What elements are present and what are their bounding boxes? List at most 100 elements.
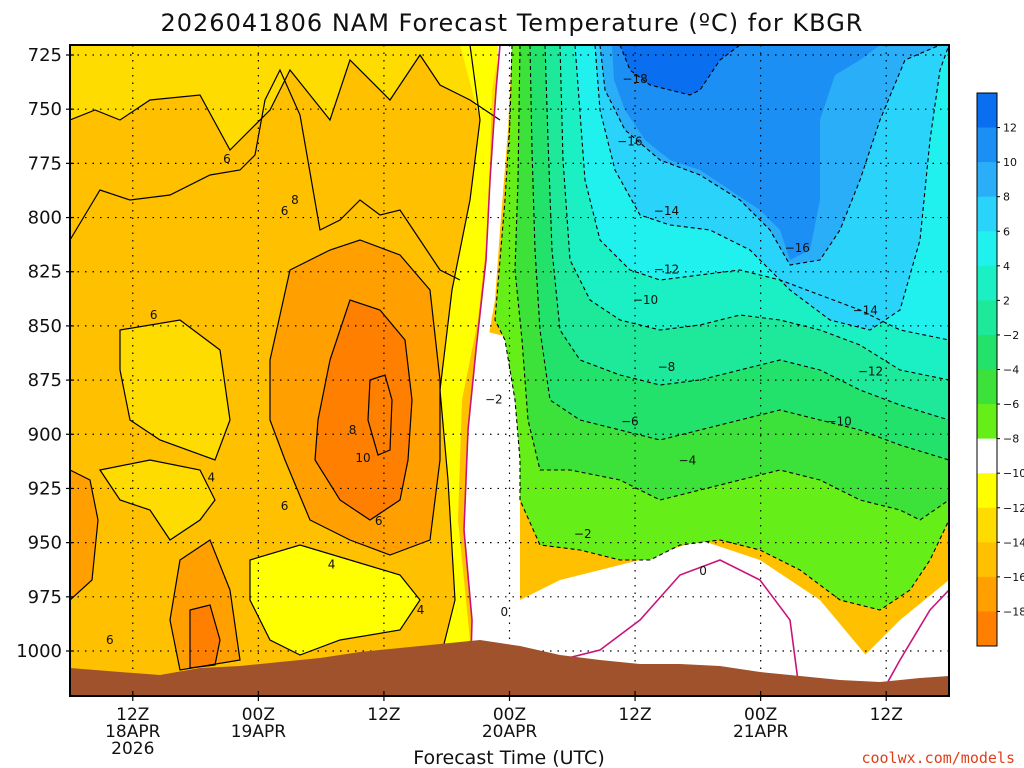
y-tick-label: 875 (28, 370, 62, 391)
colorbar-swatch (977, 611, 997, 647)
colorbar-swatch (977, 196, 997, 232)
fill-region-2-to-4 (250, 545, 420, 655)
colorbar-label: 8 (1003, 191, 1010, 204)
colorbar-label: 10 (1003, 156, 1017, 169)
contour-label: 6 (281, 204, 289, 218)
colorbar-swatch (977, 507, 997, 543)
y-tick-label: 800 (28, 208, 62, 229)
fill-region-below-minus20 (620, 45, 740, 95)
contour-line-cold (574, 45, 949, 341)
colorbar: 12 10 8 6 4 2 −2 −4 −6 −8 −10 −12 −14 −16 −18 (976, 92, 1024, 647)
contour-line-warm (119, 319, 231, 461)
x-tick-label: 12Z (367, 705, 400, 725)
x-tick-label: 00Z (744, 705, 777, 725)
fill-region-2-to-4 (120, 320, 230, 460)
y-tick-label: 900 (28, 424, 62, 445)
fill-region-near-zero (860, 580, 949, 696)
colorbar-swatch (977, 127, 997, 163)
contour-label: −14 (853, 304, 878, 318)
contour-line-cold (599, 45, 941, 266)
colorbar-swatch (977, 576, 997, 612)
colorbar-swatch (977, 438, 997, 474)
y-tick-label: 775 (28, 153, 62, 174)
contour-line-warm (367, 374, 393, 456)
colorbar-swatch (977, 231, 997, 267)
colorbar-swatch (977, 473, 997, 509)
contour-line-warm (99, 459, 216, 541)
temperature-fill-layer (70, 45, 949, 696)
fill-region-near-zero (464, 45, 512, 696)
contour-label: 4 (207, 471, 215, 485)
contour-label: −12 (654, 263, 679, 277)
contour-label: −16 (617, 135, 642, 149)
contour-label: 8 (291, 193, 299, 207)
colorbar-label: −4 (1003, 364, 1019, 377)
x-tick-label: 12Z (116, 705, 149, 725)
contour-line-cold (594, 45, 949, 331)
watermark-text: coolwx.com/models (861, 749, 1015, 767)
contour-line-warm (439, 45, 481, 661)
fill-region-2-to-4 (100, 460, 215, 540)
x-tick-label: 20APR (482, 722, 538, 742)
colorbar-swatch (977, 369, 997, 405)
y-tick-label: 1000 (16, 641, 62, 662)
colorbar-swatch (977, 93, 997, 129)
contour-label: 10 (355, 451, 370, 465)
contour-label: 4 (328, 557, 336, 571)
fill-region-8-to-10 (315, 300, 412, 520)
contour-label: 6 (375, 514, 383, 528)
y-tick-label: 950 (28, 533, 62, 554)
y-tick-label: 750 (28, 99, 62, 120)
contour-line-warm (249, 544, 421, 656)
colorbar-label: −18 (1003, 605, 1024, 618)
colorbar-swatch (977, 542, 997, 578)
colorbar-label: −14 (1003, 536, 1024, 549)
contour-label: 6 (223, 152, 231, 166)
x-tick-label: 18APR (105, 722, 161, 742)
x-tick-label: 00Z (493, 705, 526, 725)
contour-label: −6 (621, 414, 639, 428)
y-tick-label: 725 (28, 45, 62, 66)
colorbar-swatch (977, 162, 997, 198)
contour-line-warm (70, 53, 501, 151)
colorbar-label: 12 (1003, 122, 1017, 135)
y-axis: 725 750 775 800 825 850 875 900 925 950 975 1000 (16, 45, 74, 662)
contour-line-cold (544, 45, 949, 421)
contour-label: −12 (858, 364, 883, 378)
contour-label: −8 (658, 360, 676, 374)
colorbar-label: 4 (1003, 260, 1010, 273)
fill-region-2-to-4 (440, 45, 500, 660)
contour-label: 8 (349, 423, 357, 437)
y-tick-label: 825 (28, 262, 62, 283)
fill-region-8-to-10 (190, 605, 220, 668)
contour-label: −4 (679, 453, 697, 467)
colorbar-swatch (977, 334, 997, 370)
colorbar-label: −16 (1003, 571, 1024, 584)
y-tick-label: 975 (28, 587, 62, 608)
terrain-ground (70, 640, 949, 696)
contour-line-warm (189, 604, 221, 669)
x-tick-label: 19APR (231, 722, 287, 742)
fill-region-2-to-4 (70, 45, 500, 150)
contour-label: −10 (633, 293, 658, 307)
y-tick-label: 850 (28, 316, 62, 337)
x-tick-label: 2026 (111, 739, 154, 759)
colorbar-label: −12 (1003, 502, 1024, 515)
contour-label: 6 (106, 633, 114, 647)
contour-label: −10 (826, 414, 851, 428)
contour-line-warm (269, 239, 441, 556)
contour-label: −2 (574, 527, 592, 541)
fill-region-minus18-to-minus20 (612, 45, 880, 260)
contour-label: −16 (785, 241, 810, 255)
contour-line-warm (70, 469, 99, 601)
contour-line-cold (494, 45, 949, 611)
x-tick-label: 00Z (242, 705, 275, 725)
colorbar-label: −2 (1003, 329, 1019, 342)
contour-label: 6 (150, 308, 158, 322)
x-tick-label: 12Z (870, 705, 903, 725)
x-tick-label: 12Z (618, 705, 651, 725)
contour-label: 0 (500, 605, 508, 619)
contour-label: −14 (654, 204, 679, 218)
